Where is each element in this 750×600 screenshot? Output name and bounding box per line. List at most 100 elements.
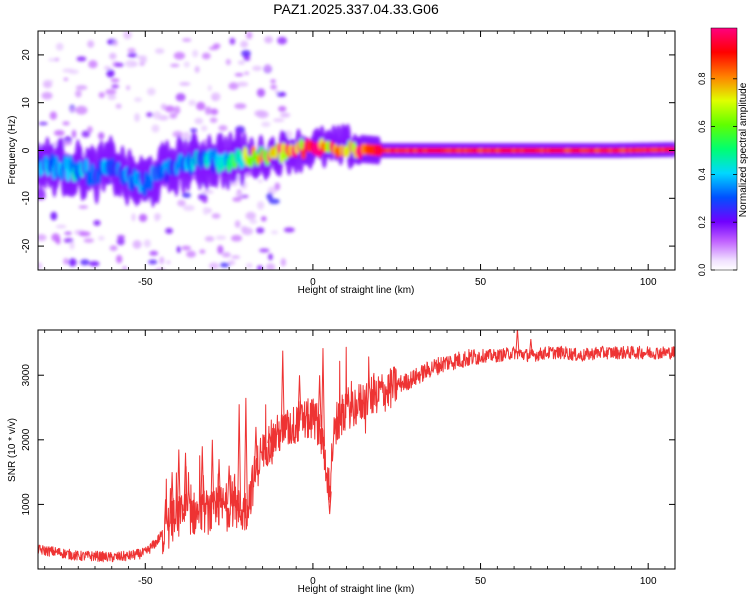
spectrogram-noise-blob (127, 52, 138, 58)
snr-spike (217, 459, 222, 508)
spectrogram-noise-blob (55, 224, 67, 229)
spectrogram-noise-blob (272, 118, 285, 123)
snr-spike (176, 449, 181, 518)
snr-spike (170, 472, 175, 524)
spectrogram-noise-blob (274, 182, 281, 191)
spectrogram-noise-blob (98, 235, 105, 241)
spectrogram-noise-blob (241, 49, 251, 58)
spectrogram-noise-blob (199, 249, 206, 254)
spectrogram-noise-blob (154, 48, 165, 54)
spectrogram-noise-blob (283, 227, 295, 233)
spectrogram-noise-blob (139, 57, 148, 64)
spectrogram-noise-blob (258, 179, 263, 184)
spectrogram-noise-blob (221, 252, 231, 258)
spectrogram-noise-blob (139, 62, 145, 66)
snr-spike (243, 397, 248, 511)
colorbar-tick-label: 0.2 (697, 216, 707, 229)
spectrogram-noise-blob (38, 192, 46, 201)
snr-spike (183, 452, 188, 511)
spectrogram-noise-blob (68, 258, 77, 267)
spectrogram-noise-blob (249, 219, 258, 224)
spectrogram-noise-blob (83, 238, 94, 243)
spectrogram-noise-blob (164, 105, 175, 113)
spectrogram-noise-blob (230, 234, 243, 242)
snr-panel: -50 0 50 100 1000 2000 3000 Height of straigh… (7, 329, 676, 595)
spectrogram-noise-blob (231, 255, 241, 259)
spectrogram-noise-blob (55, 42, 64, 51)
spectrogram-noise-blob (64, 231, 72, 236)
spectrogram-noise-blob (201, 52, 211, 60)
spectrogram-noise-blob (261, 121, 271, 128)
spectrogram-noise-blob (154, 213, 161, 220)
snr-spike (210, 439, 215, 515)
snr-spike (320, 348, 325, 447)
spectrogram-noise-blob (173, 51, 186, 60)
spectrogram-noise-blob (278, 105, 287, 112)
spectrogram-noise-blob (256, 88, 266, 98)
spectrogram-noise-blob (38, 262, 43, 270)
spectrogram-noise-blob (202, 206, 209, 215)
spectrogram-noise-blob (210, 108, 219, 115)
spectrogram-noise-blob (246, 31, 253, 40)
snr-series-line (38, 345, 675, 563)
snr-spike (317, 375, 322, 427)
colorbar-tick-label: 0.8 (697, 73, 707, 86)
colorbar-ticks: 0.0 0.2 0.4 0.6 0.8 (697, 73, 737, 276)
spectrogram-noise-blob (138, 213, 148, 222)
spectrogram-noise-blob (112, 40, 119, 47)
spectrogram-noise-blob (277, 36, 288, 45)
snr-y-tick-labels: 1000 2000 3000 (21, 364, 32, 516)
snr-background (38, 330, 675, 569)
spectrogram-noise-blob (127, 48, 136, 54)
spectrogram-noise-blob (105, 88, 117, 95)
spectrogram-noise-blob (110, 78, 120, 83)
spectrogram-noise-blob (207, 85, 212, 91)
spectrogram-noise-blob (115, 103, 122, 109)
1-ytick-label: 3000 (21, 364, 32, 387)
spectrogram-noise-blob (259, 248, 270, 253)
spectrogram-noise-blob (280, 258, 287, 267)
spectrogram-noise-blob (69, 107, 76, 113)
0-xtick-label: 50 (475, 277, 487, 288)
spectrogram-noise-blob (81, 130, 91, 138)
spectrogram-noise-blob (274, 89, 280, 94)
spectrogram-noise-blob (245, 263, 253, 269)
spectrogram-noise-blob (109, 52, 117, 60)
0-ytick-label: -10 (21, 191, 32, 206)
spectrogram-noise-blob (180, 134, 193, 141)
spectrogram-noise-blob (143, 239, 151, 248)
snr-spike (237, 404, 242, 511)
spectrogram-noise-blob (76, 56, 87, 62)
spectrogram-noise-blob (241, 227, 254, 236)
spectrogram-y-label: Frequency (Hz) (7, 116, 18, 185)
spectrogram-noise-blob (212, 43, 221, 49)
spectrogram-noise-blob (256, 265, 264, 270)
0-ytick-label: 0 (21, 147, 32, 153)
spectrogram-noise-blob (173, 106, 181, 115)
spectrogram-noise-blob (122, 266, 128, 270)
spectrogram-noise-blob (270, 84, 277, 90)
spectrogram-noise-blob (111, 84, 120, 89)
spectrogram-noise-blob (244, 71, 250, 76)
spectrogram-noise-blob (134, 97, 142, 102)
spectrogram-noise-blob (265, 263, 276, 270)
snr-spike (515, 330, 520, 354)
spectrogram-noise-blob (69, 241, 75, 250)
spectrogram-noise-blob (234, 73, 244, 77)
spectrogram-noise-blob (149, 250, 159, 256)
spectrogram-noise-blob (227, 260, 236, 266)
0-xtick-label: 0 (310, 277, 316, 288)
spectrogram-noise-blob (62, 140, 73, 146)
spectrogram-noise-blob (63, 237, 74, 244)
spectrogram-noise-blob (54, 57, 60, 62)
spectrogram-noise-blob (38, 234, 47, 242)
spectrogram-noise-blob (71, 129, 77, 139)
spectrogram-noise-blob (109, 245, 118, 252)
spectrogram-noise-blob (271, 230, 279, 235)
spectrogram-noise-blob (276, 91, 287, 97)
spectrogram-noise-blob (103, 66, 111, 71)
spectrogram-noise-blob (107, 94, 117, 101)
spectrogram-noise-blob (268, 253, 273, 261)
spectrogram-noise-blob (87, 126, 93, 134)
